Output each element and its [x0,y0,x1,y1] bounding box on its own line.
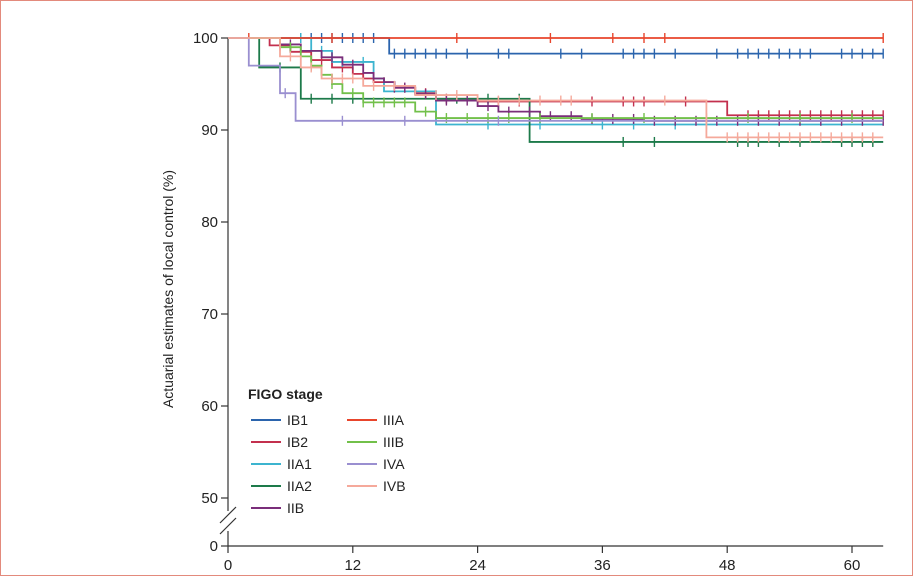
x-tick-label: 36 [594,557,611,574]
plot-area [228,33,884,147]
legend-label-iiia: IIIA [383,412,405,428]
series-line-ivb [228,37,884,139]
legend-title: FIGO stage [248,386,323,402]
x-tick-label: 24 [469,557,486,574]
legend-label-ivb: IVB [383,478,406,494]
legend-label-iiib: IIIB [383,434,404,450]
series-line-iia1 [228,37,884,126]
y-tick-label: 70 [201,306,218,323]
x-tick-label: 48 [719,557,736,574]
y-tick-label: 50 [201,490,218,507]
series-line-iva [228,37,884,122]
x-tick-label: 0 [224,557,232,574]
y-tick-label: 90 [201,122,218,139]
legend: FIGO stage IB1 IB2 IIA1 IIA2 IIB IIIA IIIB IVA IV… [248,386,406,516]
y-tick-label: 60 [201,398,218,415]
axis-break-mark [219,517,237,535]
legend-label-iia2: IIA2 [287,478,312,494]
y-tick-label: 80 [201,214,218,231]
y-tick-label: 0 [210,538,218,555]
axes: 0 50 60 70 80 90 100 0 12 24 36 48 60 [193,30,884,574]
series-line-ib2 [228,37,884,117]
legend-label-ib2: IB2 [287,434,308,450]
legend-label-ib1: IB1 [287,412,308,428]
legend-label-iva: IVA [383,456,405,472]
x-tick-label: 12 [344,557,361,574]
axis-break-mark [219,506,237,524]
y-axis-title: Actuarial estimates of local control (%) [160,170,176,408]
y-tick-label: 100 [193,30,218,47]
x-tick-label: 60 [844,557,861,574]
legend-label-iia1: IIA1 [287,456,312,472]
series-line-iia2 [228,37,884,143]
legend-label-iib: IIB [287,500,304,516]
